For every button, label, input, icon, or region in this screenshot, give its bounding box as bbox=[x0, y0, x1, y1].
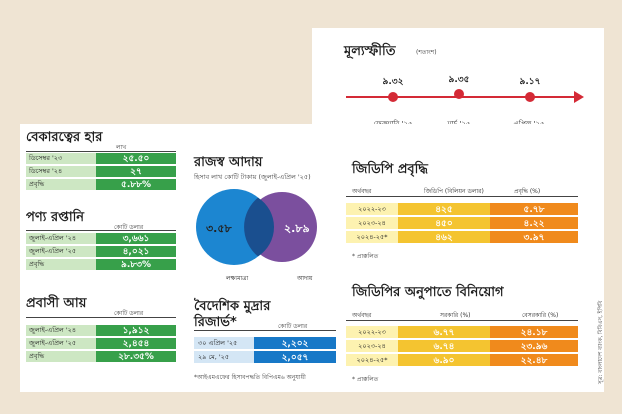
remittance-rule bbox=[26, 317, 176, 318]
exports-rule bbox=[26, 230, 176, 231]
remittance-row-1: জুলাই-এপ্রিল '২৪ ১,৯১২ bbox=[26, 325, 176, 336]
investment-title: জিডিপির অনুপাতে বিনিয়োগ bbox=[352, 285, 504, 300]
reserve-unit: কোটি ডলার bbox=[278, 323, 308, 330]
unemployment-row-3: প্রবৃদ্ধি ৫.৮৮% bbox=[26, 179, 176, 190]
gdp-growth-header-1: অর্থবছর bbox=[352, 188, 372, 195]
gdp-growth-rule bbox=[346, 196, 578, 197]
reserve-rule bbox=[194, 330, 336, 331]
inflation-unit: (শতাংশ) bbox=[416, 49, 437, 56]
revenue-title: রাজস্ব আদায় bbox=[194, 155, 263, 170]
unemployment-rule bbox=[26, 151, 176, 152]
inflation-point-3 bbox=[525, 92, 535, 102]
reserve-title-line1: বৈদেশিক মুদ্রার bbox=[194, 299, 271, 314]
gdp-growth-header-3: প্রবৃদ্ধি (%) bbox=[514, 188, 541, 195]
source-credit: সূত্র: বাংলাদেশ ব্যাংক, বিবিএস, ইপিবি bbox=[598, 300, 604, 384]
investment-header-2: সরকারি (%) bbox=[440, 312, 471, 319]
exports-title: পণ্য রপ্তানি bbox=[26, 210, 85, 225]
exports-unit: কোটি ডলার bbox=[114, 224, 144, 231]
remittance-unit: কোটি ডলার bbox=[114, 310, 144, 317]
gdp-growth-row-3: ২০২৪-২৫* ৪৬২ ৩.৯৭ bbox=[346, 231, 578, 243]
reserve-title-line2: রিজার্ভ* bbox=[194, 315, 237, 330]
reserve-row-2: ২৯ মে, '২৫ ২,০৫৭ bbox=[194, 351, 336, 363]
investment-row-1: ২০২২-২৩ ৬.৭৭ ২৪.১৮ bbox=[346, 326, 578, 338]
investment-rule bbox=[346, 320, 578, 321]
gdp-growth-row-1: ২০২২-২৩ ৪২৫ ৫.৭৮ bbox=[346, 203, 578, 215]
investment-header-1: অর্থবছর bbox=[352, 312, 372, 319]
reserve-note: *আইএমএফের হিসাবপদ্ধতি বিপিএম৬ অনুযায়ী bbox=[194, 374, 306, 381]
remittance-title: প্রবাসী আয় bbox=[26, 296, 87, 311]
inflation-point-2 bbox=[454, 89, 464, 99]
investment-note: * প্রাক্কলিত bbox=[352, 376, 379, 383]
unemployment-row-2: ডিসেম্বর '২৪ ২৭ bbox=[26, 166, 176, 177]
unemployment-unit: লাখ bbox=[116, 144, 127, 151]
revenue-subtitle: হিসাব লাখ কোটি টাকায় (জুলাই-এপ্রিল '২৫) bbox=[194, 173, 311, 181]
exports-row-2: জুলাই-এপ্রিল '২৫ ৪,০২১ bbox=[26, 246, 176, 257]
unemployment-title: বেকারত্বের হার bbox=[26, 130, 103, 145]
revenue-target-label: লক্ষ্যমাত্রা bbox=[226, 275, 249, 282]
gdp-growth-header-2: জিডিপি (বিলিয়ন ডলার) bbox=[424, 188, 484, 195]
revenue-overlap bbox=[244, 197, 275, 257]
gdp-growth-note: * প্রাক্কলিত bbox=[352, 253, 379, 260]
remittance-row-3: প্রবৃদ্ধি ২৮.৩৫% bbox=[26, 351, 176, 362]
revenue-venn bbox=[196, 189, 317, 265]
inflation-value-3: ৯.১৭ bbox=[519, 77, 541, 87]
remittance-row-2: জুলাই-এপ্রিল '২৫ ২,৪৫৪ bbox=[26, 338, 176, 349]
revenue-actual-label: আদায় bbox=[297, 275, 313, 282]
unemployment-row-1: ডিসেম্বর '২৩ ২৫.৫০ bbox=[26, 153, 176, 164]
exports-row-1: জুলাই-এপ্রিল '২৪ ৩,৬৬১ bbox=[26, 233, 176, 244]
inflation-card: মূল্যস্ফীতি (শতাংশ) ৯.৩২ ৯.৩৫ ৯.১৭ ফেব্র… bbox=[312, 28, 604, 140]
inflation-title: মূল্যস্ফীতি bbox=[344, 44, 396, 59]
inflation-arrow-icon bbox=[574, 91, 584, 103]
inflation-point-1 bbox=[388, 92, 398, 102]
gdp-growth-title: জিডিপি প্রবৃদ্ধি bbox=[352, 162, 428, 177]
gdp-growth-row-2: ২০২৩-২৪ ৪৫০ ৪.২২ bbox=[346, 217, 578, 229]
inflation-value-2: ৯.৩৫ bbox=[448, 75, 470, 85]
investment-row-2: ২০২৩-২৪ ৬.৭৪ ২৩.৯৬ bbox=[346, 340, 578, 352]
revenue-target-value: ৩.৫৮ bbox=[206, 222, 232, 235]
reserve-row-1: ৩০ এপ্রিল '২৫ ২,২০২ bbox=[194, 337, 336, 349]
revenue-actual-value: ২.৮৯ bbox=[284, 222, 310, 235]
exports-row-3: প্রবৃদ্ধি ৯.৮৩% bbox=[26, 259, 176, 270]
inflation-value-1: ৯.৩২ bbox=[382, 77, 404, 87]
investment-row-3: ২০২৪-২৫* ৬.৯০ ২২.৪৮ bbox=[346, 354, 578, 366]
investment-header-3: বেসরকারি (%) bbox=[522, 312, 559, 319]
